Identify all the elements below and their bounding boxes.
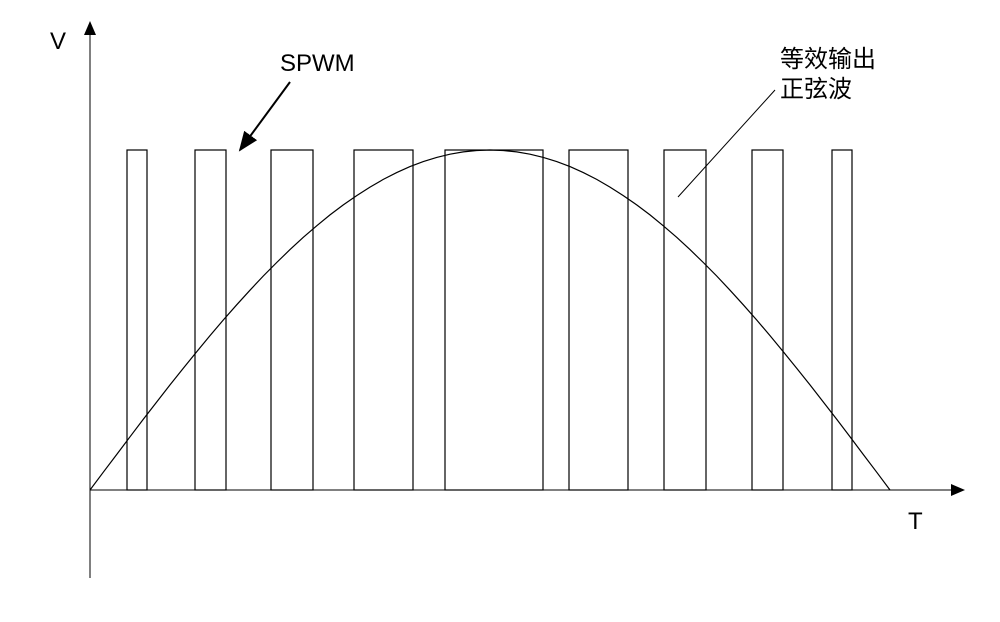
sine-curve [90,150,890,490]
spwm-arrow [240,82,290,150]
x-axis-label: T [908,508,923,536]
spwm-pulses [127,150,852,490]
sine-output-arrow [678,90,775,197]
spwm-label: SPWM [280,50,355,78]
y-axis-label: V [50,28,66,56]
sine-output-label: 等效输出正弦波 [780,45,876,105]
